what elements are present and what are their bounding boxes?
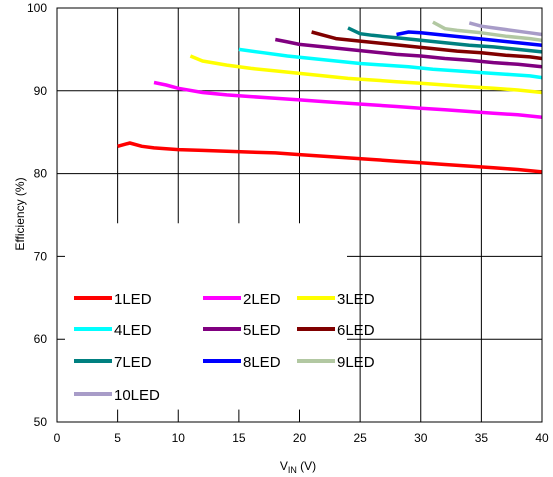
legend-label-10led: 10LED: [114, 387, 160, 404]
x-tick-labels: 0 5 10 15 20 25 30 35 40: [54, 431, 549, 445]
legend-label-9led: 9LED: [337, 354, 375, 371]
x-tick-label: 5: [114, 431, 121, 445]
y-axis-label: Efficiency (%): [13, 177, 27, 250]
legend-label-1led: 1LED: [114, 291, 152, 308]
x-tick-label: 15: [232, 431, 246, 445]
x-tick-label: 25: [353, 431, 367, 445]
y-tick-label: 100: [27, 1, 47, 15]
y-tick-label: 50: [34, 415, 48, 429]
x-tick-label: 30: [414, 431, 428, 445]
x-axis-label-main: V: [280, 459, 288, 473]
x-axis-label-subscript: IN: [288, 465, 297, 475]
y-tick-label: 90: [34, 84, 48, 98]
legend-label-7led: 7LED: [114, 354, 152, 371]
series-line-1led: [117, 141, 543, 174]
series-layer: [117, 20, 543, 174]
x-tick-label: 40: [535, 431, 549, 445]
legend-box: [65, 223, 347, 410]
plot-frame: [56, 7, 543, 423]
series-line-8led: [396, 30, 543, 48]
y-tick-label: 60: [34, 332, 48, 346]
x-tick-label: 10: [172, 431, 186, 445]
series-line-3led: [189, 54, 543, 95]
series-line-9led: [432, 20, 543, 43]
series-line-10led: [468, 21, 543, 37]
legend-label-3led: 3LED: [337, 291, 375, 308]
legend-label-5led: 5LED: [243, 322, 281, 339]
x-axis-label: VIN (V): [280, 459, 316, 475]
legend: 1LED 2LED 3LED 4LED 5LED 6LED 7LED 8LED 9LED 10LE…: [74, 291, 375, 404]
y-tick-label: 70: [34, 249, 48, 263]
x-tick-label: 0: [54, 431, 61, 445]
y-tick-label: 80: [34, 167, 48, 181]
legend-label-4led: 4LED: [114, 322, 152, 339]
series-line-7led: [347, 26, 543, 54]
legend-label-8led: 8LED: [243, 354, 281, 371]
series-line-6led: [311, 30, 543, 61]
series-line-5led: [274, 37, 543, 69]
x-tick-label: 20: [293, 431, 307, 445]
legend-label-2led: 2LED: [243, 291, 281, 308]
series-line-4led: [238, 47, 543, 80]
y-tick-labels: 50 60 70 80 90 100: [27, 1, 47, 429]
x-axis-label-unit: (V): [297, 459, 316, 473]
x-tick-label: 35: [475, 431, 489, 445]
series-line-2led: [153, 80, 543, 120]
legend-label-6led: 6LED: [337, 322, 375, 339]
